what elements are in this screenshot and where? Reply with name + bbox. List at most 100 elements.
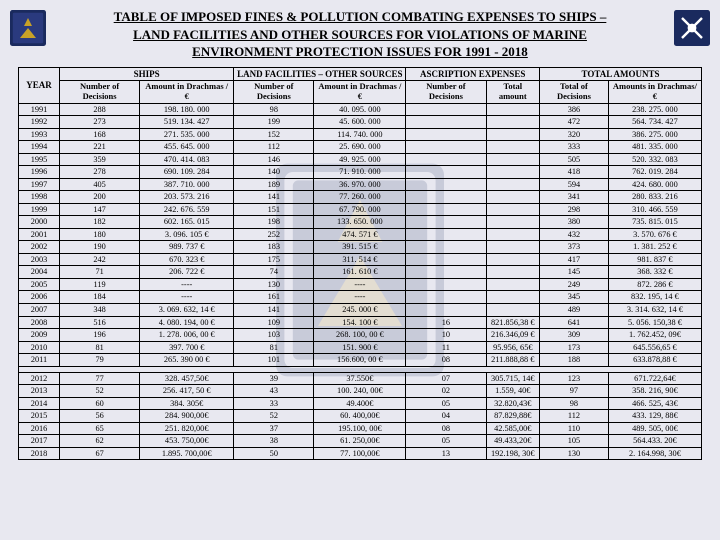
cell-aa (486, 228, 540, 241)
cell-ld: 141 (234, 191, 314, 204)
cell-year: 2013 (19, 385, 60, 398)
cell-sa: 455. 645. 000 (140, 141, 234, 154)
cell-ad (406, 141, 486, 154)
cell-la: 71. 910. 000 (314, 166, 406, 179)
title-line-3: ENVIRONMENT PROTECTION ISSUES FOR 1991 -… (192, 44, 528, 59)
col-land-dec: Number of Decisions (234, 80, 314, 103)
cell-ad: 07 (406, 372, 486, 385)
cell-sa: 1.895. 700,00€ (140, 447, 234, 460)
cell-sd: 288 (60, 103, 140, 116)
table-row: 20073483. 069. 632, 14 €141245. 000 €489… (19, 304, 702, 317)
cell-ta: 466. 525, 43€ (608, 397, 701, 410)
cell-td: 110 (540, 422, 609, 435)
col-land: LAND FACILITIES – OTHER SOURCES (234, 67, 406, 80)
table-row: 201762453. 750,00€3861. 250,00€0549.433,… (19, 435, 702, 448)
cell-ld: 140 (234, 166, 314, 179)
cell-year: 1993 (19, 128, 60, 141)
table-row: 1994221455. 645. 00011225. 690. 00033348… (19, 141, 702, 154)
cell-sd: 62 (60, 435, 140, 448)
cell-la: 245. 000 € (314, 304, 406, 317)
cell-sa: 328. 457,50€ (140, 372, 234, 385)
page-title: TABLE OF IMPOSED FINES & POLLUTION COMBA… (58, 8, 662, 61)
cell-sd: 405 (60, 178, 140, 191)
cell-sd: 221 (60, 141, 140, 154)
cell-ld: 175 (234, 253, 314, 266)
cell-aa: 87.829,88€ (486, 410, 540, 423)
cell-year: 2005 (19, 278, 60, 291)
cell-ld: 198 (234, 216, 314, 229)
cell-year: 2012 (19, 372, 60, 385)
title-line-1: TABLE OF IMPOSED FINES & POLLUTION COMBA… (114, 9, 607, 24)
cell-aa (486, 253, 540, 266)
cell-sd: 516 (60, 316, 140, 329)
cell-ta: 981. 837 € (608, 253, 701, 266)
cell-sa: 256. 417, 50 € (140, 385, 234, 398)
cell-la: 67. 790. 000 (314, 203, 406, 216)
cell-sa: 206. 722 € (140, 266, 234, 279)
cell-aa: 211.888,88 € (486, 354, 540, 367)
cell-ta: 832. 195, 14 € (608, 291, 701, 304)
col-ascription: ASCRIPTION EXPENSES (406, 67, 540, 80)
cell-sd: 65 (60, 422, 140, 435)
cell-sd: 56 (60, 410, 140, 423)
cell-la: 311. 514 € (314, 253, 406, 266)
fines-table: YEAR SHIPS LAND FACILITIES – OTHER SOURC… (18, 67, 702, 461)
table-row: 1993168271. 535. 000152114. 740. 0003203… (19, 128, 702, 141)
cell-year: 1998 (19, 191, 60, 204)
cell-td: 373 (540, 241, 609, 254)
cell-la: 195.100, 00€ (314, 422, 406, 435)
cell-ta: 1. 762.452, 09€ (608, 329, 701, 342)
cell-sa: 198. 180. 000 (140, 103, 234, 116)
cell-td: 380 (540, 216, 609, 229)
cell-sa: 453. 750,00€ (140, 435, 234, 448)
cell-sa: 3. 096. 105 € (140, 228, 234, 241)
cell-la: 114. 740. 000 (314, 128, 406, 141)
cell-ta: 280. 833. 216 (608, 191, 701, 204)
cell-ld: 101 (234, 354, 314, 367)
cell-aa: 1.559, 40€ (486, 385, 540, 398)
cell-ad (406, 241, 486, 254)
cell-sa: 690. 109. 284 (140, 166, 234, 179)
cell-ad (406, 304, 486, 317)
cell-ad (406, 278, 486, 291)
cell-sa: 251. 820,00€ (140, 422, 234, 435)
cell-ad (406, 291, 486, 304)
cell-year: 2015 (19, 410, 60, 423)
cell-sd: 348 (60, 304, 140, 317)
cell-sa: 203. 573. 216 (140, 191, 234, 204)
table-row: 201556284. 900,00€5260. 400,00€0487.829,… (19, 410, 702, 423)
col-ships-dec: Number of Decisions (60, 80, 140, 103)
cell-td: 145 (540, 266, 609, 279)
table-row: 201665251. 820,00€37195.100, 00€0842.585… (19, 422, 702, 435)
cell-year: 2016 (19, 422, 60, 435)
cell-la: 100. 240, 00€ (314, 385, 406, 398)
cell-sd: 359 (60, 153, 140, 166)
cell-aa (486, 203, 540, 216)
col-asc-amt: Total amount (486, 80, 540, 103)
cell-ad: 08 (406, 422, 486, 435)
cell-ld: 152 (234, 128, 314, 141)
cell-year: 1995 (19, 153, 60, 166)
cell-td: 418 (540, 166, 609, 179)
group-header-row: YEAR SHIPS LAND FACILITIES – OTHER SOURC… (19, 67, 702, 80)
cell-sa: 3. 069. 632, 14 € (140, 304, 234, 317)
cell-la: 40. 095. 000 (314, 103, 406, 116)
cell-la: 61. 250,00€ (314, 435, 406, 448)
cell-year: 2000 (19, 216, 60, 229)
cell-aa (486, 178, 540, 191)
cell-year: 1999 (19, 203, 60, 216)
cell-td: 489 (540, 304, 609, 317)
table-row: 201081397. 700 €81151. 900 €1195.956, 65… (19, 341, 702, 354)
cell-ta: 238. 275. 000 (608, 103, 701, 116)
cell-year: 2003 (19, 253, 60, 266)
cell-ld: 146 (234, 153, 314, 166)
cell-sd: 60 (60, 397, 140, 410)
cell-td: 98 (540, 397, 609, 410)
cell-td: 112 (540, 410, 609, 423)
cell-sa: 384. 305€ (140, 397, 234, 410)
cell-ta: 3. 314. 632, 14 € (608, 304, 701, 317)
col-total: TOTAL AMOUNTS (540, 67, 702, 80)
cell-sd: 182 (60, 216, 140, 229)
cell-td: 345 (540, 291, 609, 304)
table-row: 20011803. 096. 105 €252474. 571 €4323. 5… (19, 228, 702, 241)
